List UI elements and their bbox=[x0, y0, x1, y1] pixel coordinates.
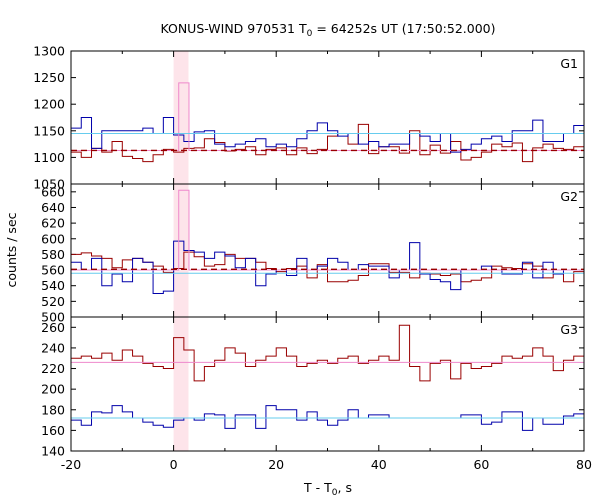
x-tick-label: 80 bbox=[576, 457, 592, 472]
y-tick-label: 540 bbox=[41, 278, 65, 293]
panel-frame bbox=[70, 316, 585, 452]
y-tick-label: 600 bbox=[41, 231, 65, 246]
y-tick-label: 1250 bbox=[33, 70, 65, 85]
y-tick-label: 200 bbox=[41, 382, 65, 397]
y-tick-label: 1100 bbox=[33, 150, 65, 165]
y-tick-label: 140 bbox=[41, 444, 65, 459]
y-tick-label: 240 bbox=[41, 340, 65, 355]
y-tick-label: 180 bbox=[41, 402, 65, 417]
panel-label: G2 bbox=[560, 189, 578, 204]
y-tick-label: 1050 bbox=[33, 177, 65, 192]
x-tick-label: 0 bbox=[170, 457, 178, 472]
series-pink-step-g2 bbox=[71, 189, 584, 271]
x-tick-label: 20 bbox=[268, 457, 284, 472]
y-tick-label: 560 bbox=[41, 263, 65, 278]
x-tick-label: 40 bbox=[371, 457, 387, 472]
y-tick-label: 260 bbox=[41, 320, 65, 335]
y-tick-label: 1300 bbox=[33, 44, 65, 59]
x-tick-label: 60 bbox=[473, 457, 489, 472]
series-blue-step-g1 bbox=[71, 117, 585, 153]
y-tick-label: 220 bbox=[41, 361, 65, 376]
panel-g3: 140 160 180 200 220 240 260 G3 bbox=[41, 316, 585, 459]
y-tick-label: 660 bbox=[41, 184, 65, 199]
y-tick-label: 160 bbox=[41, 423, 65, 438]
series-blue-step-g3 bbox=[71, 405, 585, 431]
y-tick-label: 1150 bbox=[33, 123, 65, 138]
y-tick-label: 520 bbox=[41, 294, 65, 309]
y-tick-label: 580 bbox=[41, 247, 65, 262]
plot-area: 1050 1100 1150 1200 1250 1300 G1 50052054056058… bbox=[33, 44, 592, 473]
chart-title: KONUS-WIND 970531 T0 = 64252s UT (17:50:… bbox=[160, 21, 495, 39]
y-tick-label: 640 bbox=[41, 200, 65, 215]
panel-label: G1 bbox=[560, 56, 578, 71]
x-tick-label: -20 bbox=[61, 457, 81, 472]
series-red-step-g1 bbox=[71, 123, 585, 163]
x-axis-label: T - T0, s bbox=[303, 480, 352, 498]
y-tick-label: 620 bbox=[41, 216, 65, 231]
y-tick-label: 500 bbox=[41, 310, 65, 325]
panel-g1: 1050 1100 1150 1200 1250 1300 G1 bbox=[33, 44, 585, 192]
panel-label: G3 bbox=[560, 322, 578, 337]
y-axis-label: counts / sec bbox=[4, 212, 19, 287]
y-tick-label: 1200 bbox=[33, 97, 65, 112]
series-red-step-g3 bbox=[71, 324, 585, 382]
